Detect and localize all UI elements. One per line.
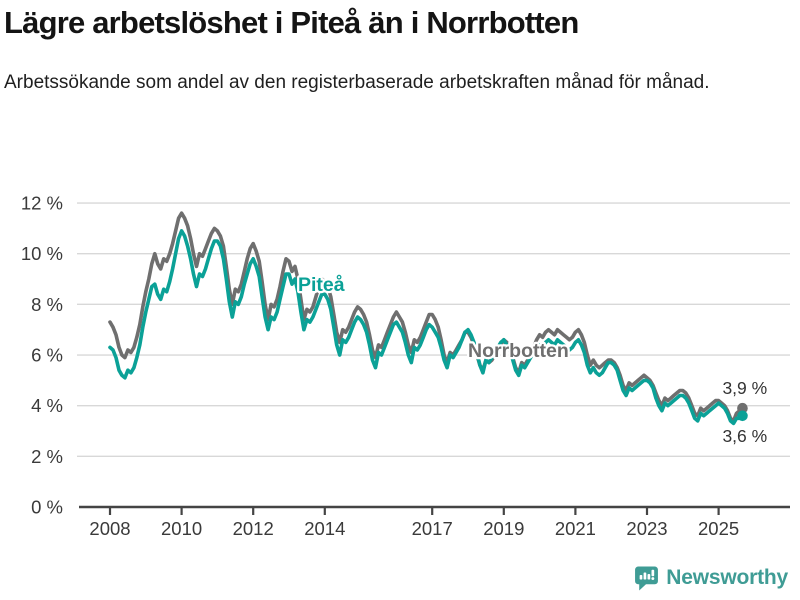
end-dot [737, 410, 748, 422]
end-value-label: 3,9 % [722, 378, 767, 398]
series-label-pite: Piteå [298, 273, 345, 296]
y-axis-label: 4 % [31, 395, 63, 416]
y-axis-label: 8 % [31, 294, 63, 315]
x-axis-label: 2025 [698, 518, 739, 539]
x-axis-label: 2019 [483, 518, 524, 539]
y-axis-label: 0 % [31, 497, 63, 518]
chart-header: Lägre arbetslöshet i Piteå än i Norrbott… [4, 5, 796, 97]
series-label-norrbotten: Norrbotten [468, 340, 569, 362]
y-axis-label: 12 % [21, 193, 63, 214]
pite-line [108, 229, 745, 426]
end-value-label: 3,6 % [722, 426, 767, 446]
y-axis-label: 2 % [31, 446, 63, 467]
x-axis-label: 2014 [304, 518, 345, 539]
x-axis-label: 2012 [233, 518, 274, 539]
page-title: Lägre arbetslöshet i Piteå än i Norrbott… [4, 5, 579, 40]
newsworthy-logo: Newsworthy [634, 565, 788, 591]
x-axis-label: 2008 [89, 518, 130, 539]
x-axis-label: 2021 [555, 518, 596, 539]
x-axis-label: 2023 [626, 518, 667, 539]
norrbotten-line [108, 211, 745, 423]
x-axis-label: 2017 [412, 518, 453, 539]
y-axis-label: 6 % [31, 345, 63, 366]
chart-subtitle: Arbetssökande som andel av den registerb… [4, 72, 710, 94]
end-dot [737, 402, 748, 414]
newsworthy-brand-text: Newsworthy [666, 566, 788, 589]
x-axis-label: 2010 [161, 518, 202, 539]
y-axis-label: 10 % [21, 243, 63, 264]
newsworthy-logo-icon [635, 566, 659, 591]
